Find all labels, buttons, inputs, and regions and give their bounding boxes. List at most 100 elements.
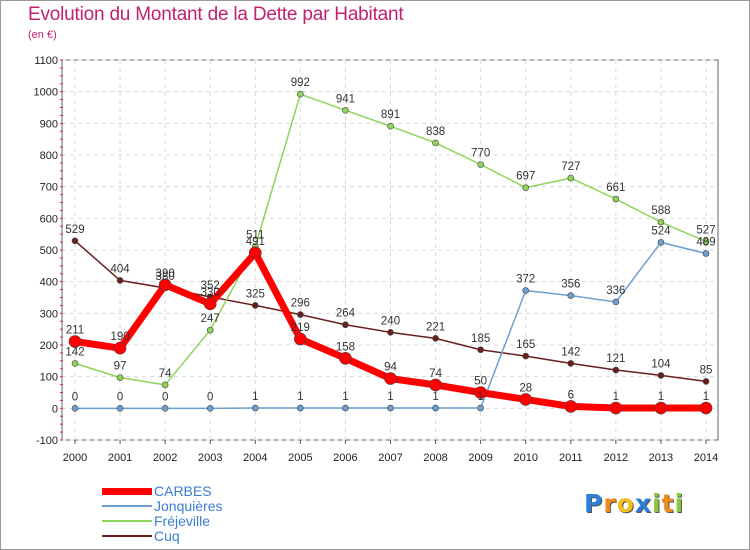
data-label: 142 xyxy=(561,346,580,358)
y-tick-label: 800 xyxy=(40,150,58,162)
data-label: 770 xyxy=(471,148,490,160)
data-point xyxy=(612,195,620,203)
data-label: 221 xyxy=(426,321,445,333)
data-point xyxy=(384,372,397,385)
logo-letter: P xyxy=(584,489,604,518)
data-label: 74 xyxy=(429,368,442,380)
chart-unit: (en €) xyxy=(28,29,57,41)
data-point xyxy=(248,246,262,260)
data-label: 891 xyxy=(381,109,400,121)
data-point xyxy=(339,351,352,365)
labels-carbes: 211 190 390 330 491 219 158 94 74 50 28 6 1 1 1 xyxy=(66,236,709,403)
data-label: 1 xyxy=(432,391,438,403)
data-label: 390 xyxy=(156,268,175,280)
data-point xyxy=(158,278,172,292)
data-point xyxy=(432,139,439,147)
data-label: 1 xyxy=(387,391,393,403)
data-point xyxy=(609,401,623,415)
data-label: 74 xyxy=(159,368,172,380)
data-label: 0 xyxy=(162,391,168,403)
data-point xyxy=(161,381,169,389)
data-point xyxy=(387,122,394,130)
y-tick-label: 400 xyxy=(40,277,58,289)
data-label: 165 xyxy=(516,339,535,351)
data-label: 527 xyxy=(696,224,715,236)
data-label: 1 xyxy=(658,391,664,403)
data-label: 247 xyxy=(201,313,220,325)
labels-fréjeville: 142 97 74 247 511 992 941 891 838 770 697 727 661 588… xyxy=(65,77,715,380)
data-point xyxy=(657,239,665,246)
data-point xyxy=(474,386,487,399)
data-label: 0 xyxy=(207,391,213,403)
data-point xyxy=(206,326,214,334)
data-label: 211 xyxy=(66,325,84,337)
data-point xyxy=(161,405,169,412)
x-tick-label: 2011 xyxy=(559,452,583,464)
data-point xyxy=(206,405,214,412)
data-point xyxy=(657,372,665,379)
data-point xyxy=(71,405,79,412)
x-tick-label: 2012 xyxy=(604,452,628,464)
data-label: 697 xyxy=(516,171,535,183)
data-point xyxy=(387,329,394,336)
legend-label: Jonquières xyxy=(154,498,223,514)
data-point xyxy=(432,335,439,342)
data-point xyxy=(429,378,442,392)
chart-title: Evolution du Montant de la Dette par Hab… xyxy=(28,4,404,25)
data-label: 336 xyxy=(606,285,625,297)
data-label: 404 xyxy=(110,263,130,275)
data-label: 97 xyxy=(114,361,127,373)
proxiti-logo: Proxiti xyxy=(584,489,684,518)
x-tick-label: 2014 xyxy=(694,452,718,464)
data-point xyxy=(71,360,79,367)
data-point xyxy=(297,404,304,412)
legend-label: Fréjeville xyxy=(154,513,211,529)
y-tick-label: 500 xyxy=(40,245,58,257)
data-label: 0 xyxy=(72,391,78,403)
data-point xyxy=(477,161,484,168)
legend-label: CARBES xyxy=(154,483,212,499)
data-label: 104 xyxy=(651,358,671,370)
data-label: 190 xyxy=(110,331,129,343)
data-label: 158 xyxy=(336,341,355,353)
data-label: 1 xyxy=(703,391,709,403)
data-point xyxy=(522,287,530,294)
x-tick-label: 2000 xyxy=(63,452,87,464)
logo-letter: i xyxy=(674,489,685,518)
y-tick-label: 300 xyxy=(40,308,58,320)
data-label: 941 xyxy=(336,93,355,105)
data-point xyxy=(699,401,713,415)
data-label: 85 xyxy=(700,364,713,376)
data-point xyxy=(477,404,484,412)
data-point xyxy=(567,174,575,182)
y-tick-label: 600 xyxy=(40,213,58,225)
data-point xyxy=(71,237,79,245)
data-label: 511 xyxy=(246,230,264,242)
data-point xyxy=(342,321,349,329)
data-point xyxy=(522,352,530,360)
data-point xyxy=(654,401,668,415)
x-tick-label: 2013 xyxy=(649,452,673,464)
data-label: 28 xyxy=(519,382,532,394)
y-tick-label: -100 xyxy=(36,435,58,447)
y-tick-label: 1100 xyxy=(34,55,58,67)
data-point xyxy=(297,311,304,318)
data-point xyxy=(116,374,124,381)
data-point xyxy=(68,335,82,348)
data-label: 1 xyxy=(342,391,348,403)
data-label: 588 xyxy=(651,205,670,217)
data-point xyxy=(702,378,710,385)
x-tick-label: 2009 xyxy=(468,452,492,464)
series-fréjeville xyxy=(71,90,710,389)
data-point xyxy=(116,405,124,412)
x-tick-label: 2004 xyxy=(243,452,267,464)
data-label: 1 xyxy=(477,391,483,403)
legend-swatch xyxy=(102,487,152,495)
data-label: 380 xyxy=(156,271,175,283)
data-point xyxy=(294,332,307,346)
data-label: 1 xyxy=(252,391,258,403)
data-label: 142 xyxy=(65,346,84,358)
legend-swatch xyxy=(102,520,152,522)
data-point xyxy=(251,404,259,412)
data-label: 6 xyxy=(568,389,574,401)
